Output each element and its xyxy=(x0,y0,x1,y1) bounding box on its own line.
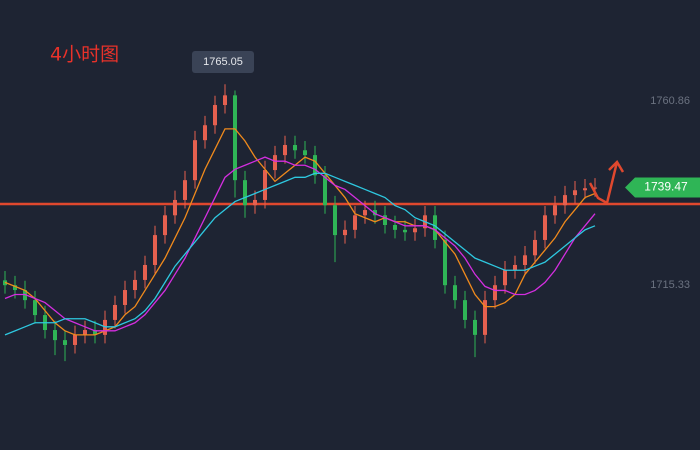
candle-body xyxy=(163,215,167,236)
candle-body xyxy=(453,285,457,301)
candle-body xyxy=(333,205,337,236)
candle-body xyxy=(293,145,297,151)
annotation-label: 1765.05 xyxy=(203,56,243,68)
candle-body xyxy=(403,229,407,233)
candle-body xyxy=(373,210,377,216)
candle-body xyxy=(193,140,197,181)
chart-title: 4小时图 xyxy=(50,44,119,66)
moving-average-line xyxy=(4,128,596,336)
candle-body xyxy=(483,300,487,335)
candle-body xyxy=(533,239,537,256)
candle-body xyxy=(313,155,317,176)
candle-body xyxy=(63,340,67,345)
y-tick-label: 1760.86 xyxy=(650,95,690,107)
candle-body xyxy=(283,145,287,156)
candle-body xyxy=(213,105,217,126)
candle-body xyxy=(563,195,567,206)
candle-body xyxy=(133,279,137,291)
moving-average-line xyxy=(4,156,596,332)
candle-body xyxy=(523,255,527,265)
candle-body xyxy=(143,264,147,280)
candle-body xyxy=(513,264,517,271)
candle-body xyxy=(463,300,467,320)
candle-body xyxy=(83,330,87,335)
candle-body xyxy=(383,215,387,225)
candle-body xyxy=(493,285,497,301)
forecast-arrow xyxy=(588,159,625,205)
candle-body xyxy=(553,205,557,216)
candle-body xyxy=(343,229,347,236)
candle-body xyxy=(33,300,37,316)
candle-body xyxy=(223,95,227,106)
candle-body xyxy=(303,150,307,156)
candle-body xyxy=(183,180,187,200)
candle-body xyxy=(233,95,237,181)
annotation-box xyxy=(192,51,254,73)
candle-body xyxy=(53,330,57,341)
candle-body xyxy=(353,215,357,230)
candle-body xyxy=(263,170,267,200)
candle-body xyxy=(93,330,97,335)
candle-body xyxy=(13,285,17,291)
candle-body xyxy=(253,199,257,206)
candle-body xyxy=(593,187,597,189)
candle-body xyxy=(363,210,367,216)
y-tick-label: 1715.33 xyxy=(650,279,690,291)
high-annotation: 1765.05 xyxy=(192,51,254,73)
candle-body xyxy=(123,290,127,305)
candle-body xyxy=(243,180,247,206)
candle-body xyxy=(413,228,417,233)
candle-body xyxy=(73,334,77,345)
price-tag xyxy=(625,177,700,198)
candle-body xyxy=(273,155,277,171)
candle-body xyxy=(173,199,177,216)
candle-body xyxy=(543,215,547,240)
candle-body xyxy=(113,304,117,320)
moving-average-line xyxy=(4,172,596,336)
candle-body xyxy=(583,188,587,191)
current-price-label: 1739.47 xyxy=(644,180,688,194)
candle-body xyxy=(443,239,447,286)
candle-body xyxy=(433,215,437,240)
candle-body xyxy=(153,235,157,265)
candle-body xyxy=(393,225,397,230)
candle-body xyxy=(203,125,207,141)
candle-body xyxy=(323,175,327,206)
candle-body xyxy=(503,270,507,286)
candle-body xyxy=(573,190,577,196)
candle-body xyxy=(473,319,477,335)
